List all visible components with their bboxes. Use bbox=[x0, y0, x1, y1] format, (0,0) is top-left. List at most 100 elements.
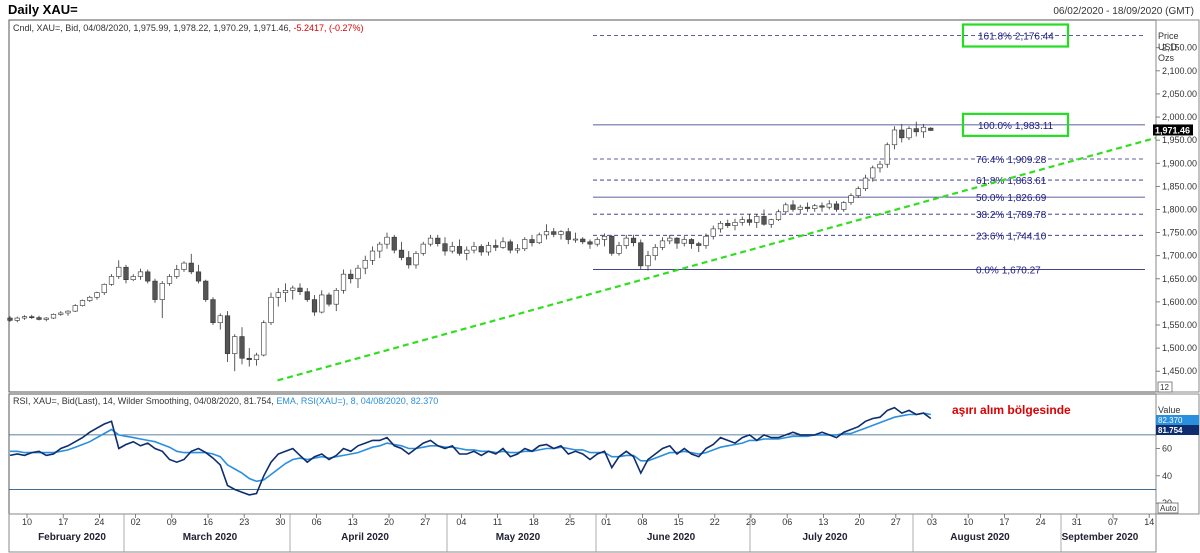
candle-body bbox=[543, 231, 550, 236]
candle-body bbox=[913, 128, 919, 133]
x-tick-label: 20 bbox=[384, 517, 394, 527]
x-axis-months: February 2020 March 2020 April 2020 May 202… bbox=[38, 514, 1139, 552]
x-tick-label: 18 bbox=[529, 517, 539, 527]
candle-body bbox=[529, 239, 535, 244]
candle-body bbox=[478, 246, 484, 253]
fib-value: 2,176.44 bbox=[1015, 32, 1054, 43]
candle-body bbox=[101, 284, 107, 293]
price-axis-frame bbox=[1155, 19, 1200, 393]
x-tick-label: 04 bbox=[456, 517, 466, 527]
candle-body bbox=[580, 238, 586, 243]
candle-body bbox=[217, 315, 223, 323]
candle-body bbox=[72, 305, 78, 312]
rsi-info-prefix: RSI, XAU=, Bid(Last), 14, Wilder Smoothi… bbox=[13, 396, 274, 406]
x-tick-label: 27 bbox=[420, 517, 430, 527]
fib-percent: 61.8% bbox=[976, 176, 1004, 187]
candle-body bbox=[754, 216, 760, 223]
x-tick-label: 09 bbox=[167, 517, 177, 527]
candle-body bbox=[514, 248, 521, 251]
candle-body bbox=[21, 316, 28, 319]
x-tick-label: 06 bbox=[782, 517, 792, 527]
fib-percent: 161.8% bbox=[978, 32, 1012, 43]
x-month-label: April 2020 bbox=[341, 532, 389, 543]
candle-body bbox=[841, 202, 847, 210]
fib-label: 38.2% 1,789.78 bbox=[976, 210, 1047, 221]
scale-badge[interactable] bbox=[1157, 381, 1173, 393]
candle-body bbox=[906, 128, 912, 139]
fib-label: 76.4% 1,909.28 bbox=[976, 155, 1047, 166]
candle-body bbox=[195, 271, 202, 282]
x-tick-label: 06 bbox=[312, 517, 322, 527]
candle-body bbox=[304, 291, 310, 300]
candle-body bbox=[775, 211, 782, 220]
candle-body bbox=[725, 223, 731, 226]
candle-body bbox=[145, 271, 151, 282]
rsi-info-ema: EMA, RSI(XAU=), 8, 04/08/2020, 82.370 bbox=[276, 396, 438, 406]
candle-body bbox=[94, 292, 100, 298]
x-tick-label: 17 bbox=[58, 517, 68, 527]
candle-body bbox=[630, 237, 637, 244]
candle-body bbox=[732, 222, 738, 226]
candle-body bbox=[377, 243, 383, 252]
rsi-value-label: 81.754 bbox=[1158, 426, 1183, 435]
candle-body bbox=[870, 167, 876, 179]
candle-body bbox=[601, 235, 608, 240]
candle-body bbox=[297, 287, 303, 293]
candle-body bbox=[166, 276, 173, 284]
candle-body bbox=[884, 144, 890, 165]
x-axis-day-ticks: 10 17 24 02 09 16 23 30 06 13 20 27 04 11 18 25 01 08 15 22… bbox=[22, 514, 1154, 527]
fibonacci-levels: 161.8% 2,176.44 100.0% 1,983.11 76.4% 1,909.2… bbox=[593, 23, 1145, 276]
candle-body bbox=[130, 276, 136, 281]
price-axis-title-1: Price bbox=[1158, 31, 1179, 41]
x-tick-label: 03 bbox=[927, 517, 937, 527]
auto-scale-button[interactable] bbox=[1157, 502, 1179, 514]
candle-body bbox=[275, 292, 281, 298]
candle-body bbox=[181, 262, 187, 270]
last-price-label: 1,971.46 bbox=[1155, 125, 1190, 135]
x-tick-label: 30 bbox=[275, 517, 285, 527]
candle-body bbox=[326, 294, 332, 305]
candle-body bbox=[674, 237, 680, 244]
candle-body bbox=[536, 234, 542, 244]
candle-body bbox=[928, 127, 934, 131]
candle-body bbox=[174, 269, 180, 277]
candle-body bbox=[746, 219, 753, 223]
candle-body bbox=[65, 310, 71, 314]
trendline bbox=[277, 136, 1157, 382]
candle-body bbox=[688, 239, 695, 244]
candle-body bbox=[232, 336, 238, 354]
price-tick-label: 2,100.00 bbox=[1162, 66, 1197, 76]
x-tick-label: 11 bbox=[493, 517, 502, 527]
fib-highlight-box bbox=[961, 23, 1070, 48]
price-tick-label: 1,900.00 bbox=[1162, 158, 1197, 168]
candle-body bbox=[340, 273, 347, 291]
auto-scale-label: Auto bbox=[1160, 504, 1177, 513]
x-tick-label: 25 bbox=[565, 517, 575, 527]
x-month-label: September 2020 bbox=[1062, 532, 1139, 543]
rsi-tick-label: 60 bbox=[1162, 444, 1172, 454]
rsi-tick-label: 40 bbox=[1162, 471, 1172, 481]
candle-body bbox=[406, 257, 412, 266]
candle-body bbox=[246, 357, 252, 360]
x-tick-label: 27 bbox=[891, 517, 901, 527]
candle-body bbox=[558, 231, 564, 235]
price-panel-frame bbox=[8, 19, 1157, 393]
candle-body bbox=[435, 237, 441, 244]
fib-percent: 50.0% bbox=[976, 193, 1004, 204]
x-tick-label: 02 bbox=[131, 517, 141, 527]
x-tick-label: 23 bbox=[239, 517, 249, 527]
candle-body bbox=[500, 241, 506, 248]
candle-body bbox=[833, 203, 840, 210]
candle-body bbox=[485, 245, 492, 253]
candle-body bbox=[768, 219, 774, 225]
price-tick-label: 1,500.00 bbox=[1162, 343, 1197, 353]
candle-body bbox=[14, 317, 20, 321]
candle-body bbox=[79, 300, 86, 306]
chart-title: Daily XAU= bbox=[8, 2, 78, 17]
fib-label: 100.0% 1,983.11 bbox=[978, 121, 1054, 132]
candle-body bbox=[804, 206, 811, 209]
candle-body bbox=[449, 246, 455, 252]
candle-body bbox=[572, 238, 579, 241]
fib-percent: 0.0% bbox=[976, 265, 999, 276]
x-tick-label: 24 bbox=[1036, 517, 1046, 527]
